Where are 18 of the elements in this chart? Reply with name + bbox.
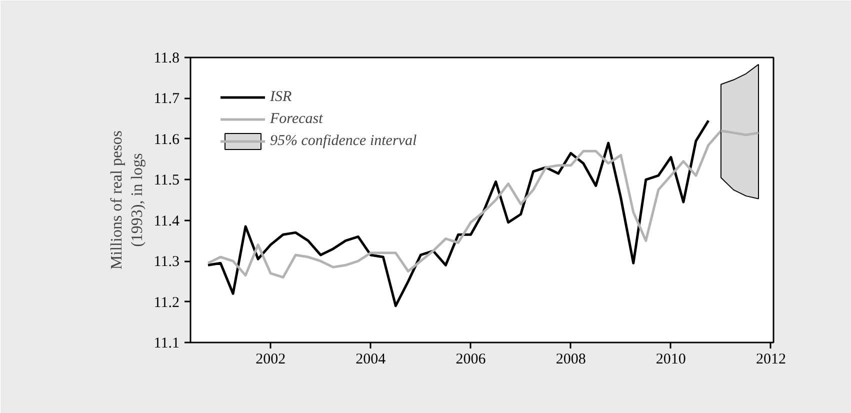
y-tick-label: 11.4 [154, 213, 180, 230]
x-tick-label: 2006 [456, 352, 486, 368]
x-tick-label: 2012 [756, 352, 786, 368]
x-tick-label: 2004 [356, 352, 386, 368]
x-tick-label: 2008 [556, 352, 586, 368]
x-tick-label: 2002 [256, 352, 286, 368]
y-tick-label: 11.5 [154, 172, 180, 189]
y-tick-label: 11.2 [154, 294, 180, 311]
legend-label: ISR [270, 88, 292, 106]
y-tick-label: 11.6 [154, 132, 180, 148]
x-tick-label: 2010 [656, 352, 686, 368]
y-tick-label: 11.8 [154, 50, 180, 66]
y-tick-label: 11.7 [154, 91, 180, 108]
y-tick-label: 11.1 [154, 336, 180, 352]
y-axis-title: Millions of real pesos (1993), in logs [108, 130, 146, 270]
legend-label: 95% confidence interval [270, 132, 417, 150]
legend-label: Forecast [270, 110, 323, 128]
y-tick-label: 11.3 [154, 254, 180, 270]
